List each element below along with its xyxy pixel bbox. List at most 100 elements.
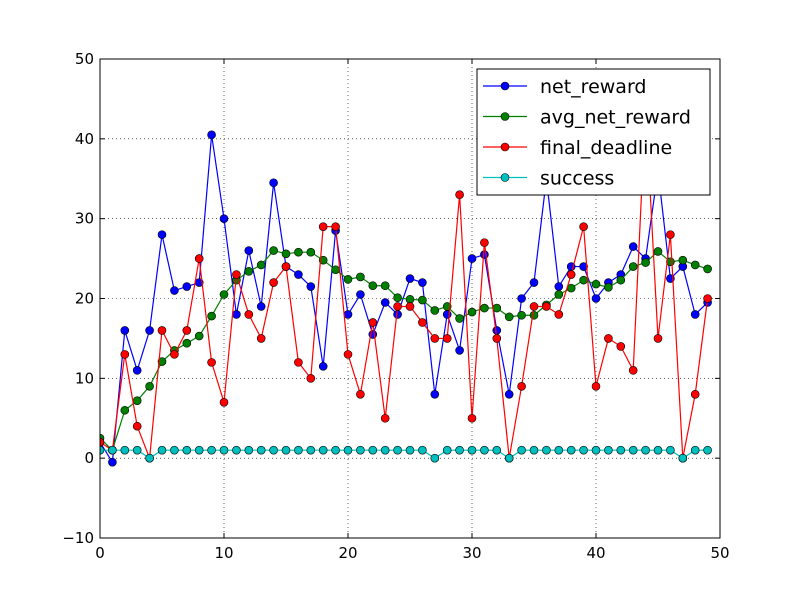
data-point (232, 270, 241, 279)
data-point (653, 445, 663, 455)
data-point (492, 303, 502, 313)
data-point (517, 310, 526, 320)
data-point (542, 445, 551, 455)
data-point (690, 389, 700, 399)
data-point (219, 290, 229, 299)
data-point (145, 382, 154, 391)
data-point (380, 298, 390, 307)
legend-box (476, 68, 711, 196)
data-point (579, 275, 588, 285)
data-point (294, 247, 303, 257)
data-point (591, 294, 601, 303)
data-point (517, 382, 526, 391)
data-point (480, 238, 489, 247)
data-point (430, 389, 440, 399)
data-point (703, 264, 712, 274)
data-point (529, 302, 539, 311)
legend-label: net_reward (540, 76, 647, 98)
data-point (219, 397, 229, 407)
data-point (393, 293, 402, 303)
data-point (343, 310, 353, 319)
data-point (120, 405, 130, 415)
x-tick-label: 30 (462, 544, 481, 562)
y-tick-label: 0 (84, 449, 94, 467)
data-point (604, 283, 613, 292)
data-point (517, 445, 526, 455)
data-point (405, 445, 415, 455)
data-point (256, 334, 266, 343)
x-tick-label: 40 (586, 544, 605, 562)
data-point (517, 294, 526, 303)
data-point (628, 262, 638, 271)
data-point (405, 302, 415, 311)
data-point (628, 242, 638, 251)
data-point (281, 249, 291, 259)
data-point (492, 326, 502, 335)
data-point (256, 302, 266, 311)
data-point (529, 278, 539, 287)
data-point (554, 445, 564, 455)
data-point (678, 453, 688, 463)
data-point (628, 445, 638, 455)
x-tick-label: 50 (710, 544, 729, 562)
data-point (368, 445, 378, 455)
data-point (343, 275, 353, 284)
legend-marker (500, 142, 510, 152)
data-point (616, 342, 626, 351)
data-point (356, 290, 365, 299)
data-point (294, 358, 303, 367)
x-tick-label: 20 (338, 544, 357, 562)
data-point (380, 445, 390, 455)
data-point (219, 214, 229, 223)
data-point (442, 334, 452, 343)
series-line (100, 106, 709, 459)
data-point (666, 445, 675, 455)
series-final_deadline (100, 102, 712, 463)
data-point (616, 445, 626, 455)
data-point (492, 334, 502, 343)
data-point (666, 230, 675, 239)
series-success (100, 445, 712, 463)
data-point (269, 445, 278, 455)
data-point (269, 178, 278, 188)
legend-marker (500, 112, 510, 121)
y-tick-label: 30 (75, 210, 94, 228)
data-point (157, 326, 167, 335)
data-point (405, 274, 415, 283)
legend: net_reward avg_net_reward final_deadlinesu… (476, 68, 711, 196)
data-point (356, 389, 365, 399)
data-point (294, 445, 303, 455)
data-point (100, 437, 105, 447)
data-point (703, 294, 712, 303)
data-point (120, 326, 130, 335)
data-point (529, 445, 539, 455)
data-point (579, 222, 588, 231)
data-point (554, 310, 564, 319)
data-point (653, 247, 663, 256)
data-point (157, 357, 167, 366)
data-point (467, 307, 477, 317)
data-point (207, 130, 216, 140)
data-point (182, 326, 192, 335)
data-point (157, 445, 167, 455)
data-point (256, 445, 266, 455)
data-point (132, 366, 142, 375)
data-point (294, 270, 303, 279)
y-tick-label: 50 (75, 50, 94, 68)
data-point (653, 334, 663, 343)
data-point (678, 255, 688, 265)
data-point (418, 295, 427, 305)
data-point (182, 282, 192, 291)
data-point (418, 445, 427, 455)
data-point (306, 374, 316, 383)
data-point (430, 306, 440, 315)
legend-label: final_deadline (540, 137, 672, 159)
data-point (380, 413, 390, 423)
data-point (690, 260, 700, 270)
data-point (281, 262, 291, 271)
data-point (418, 318, 427, 327)
data-point (157, 230, 167, 239)
data-point (393, 302, 402, 311)
